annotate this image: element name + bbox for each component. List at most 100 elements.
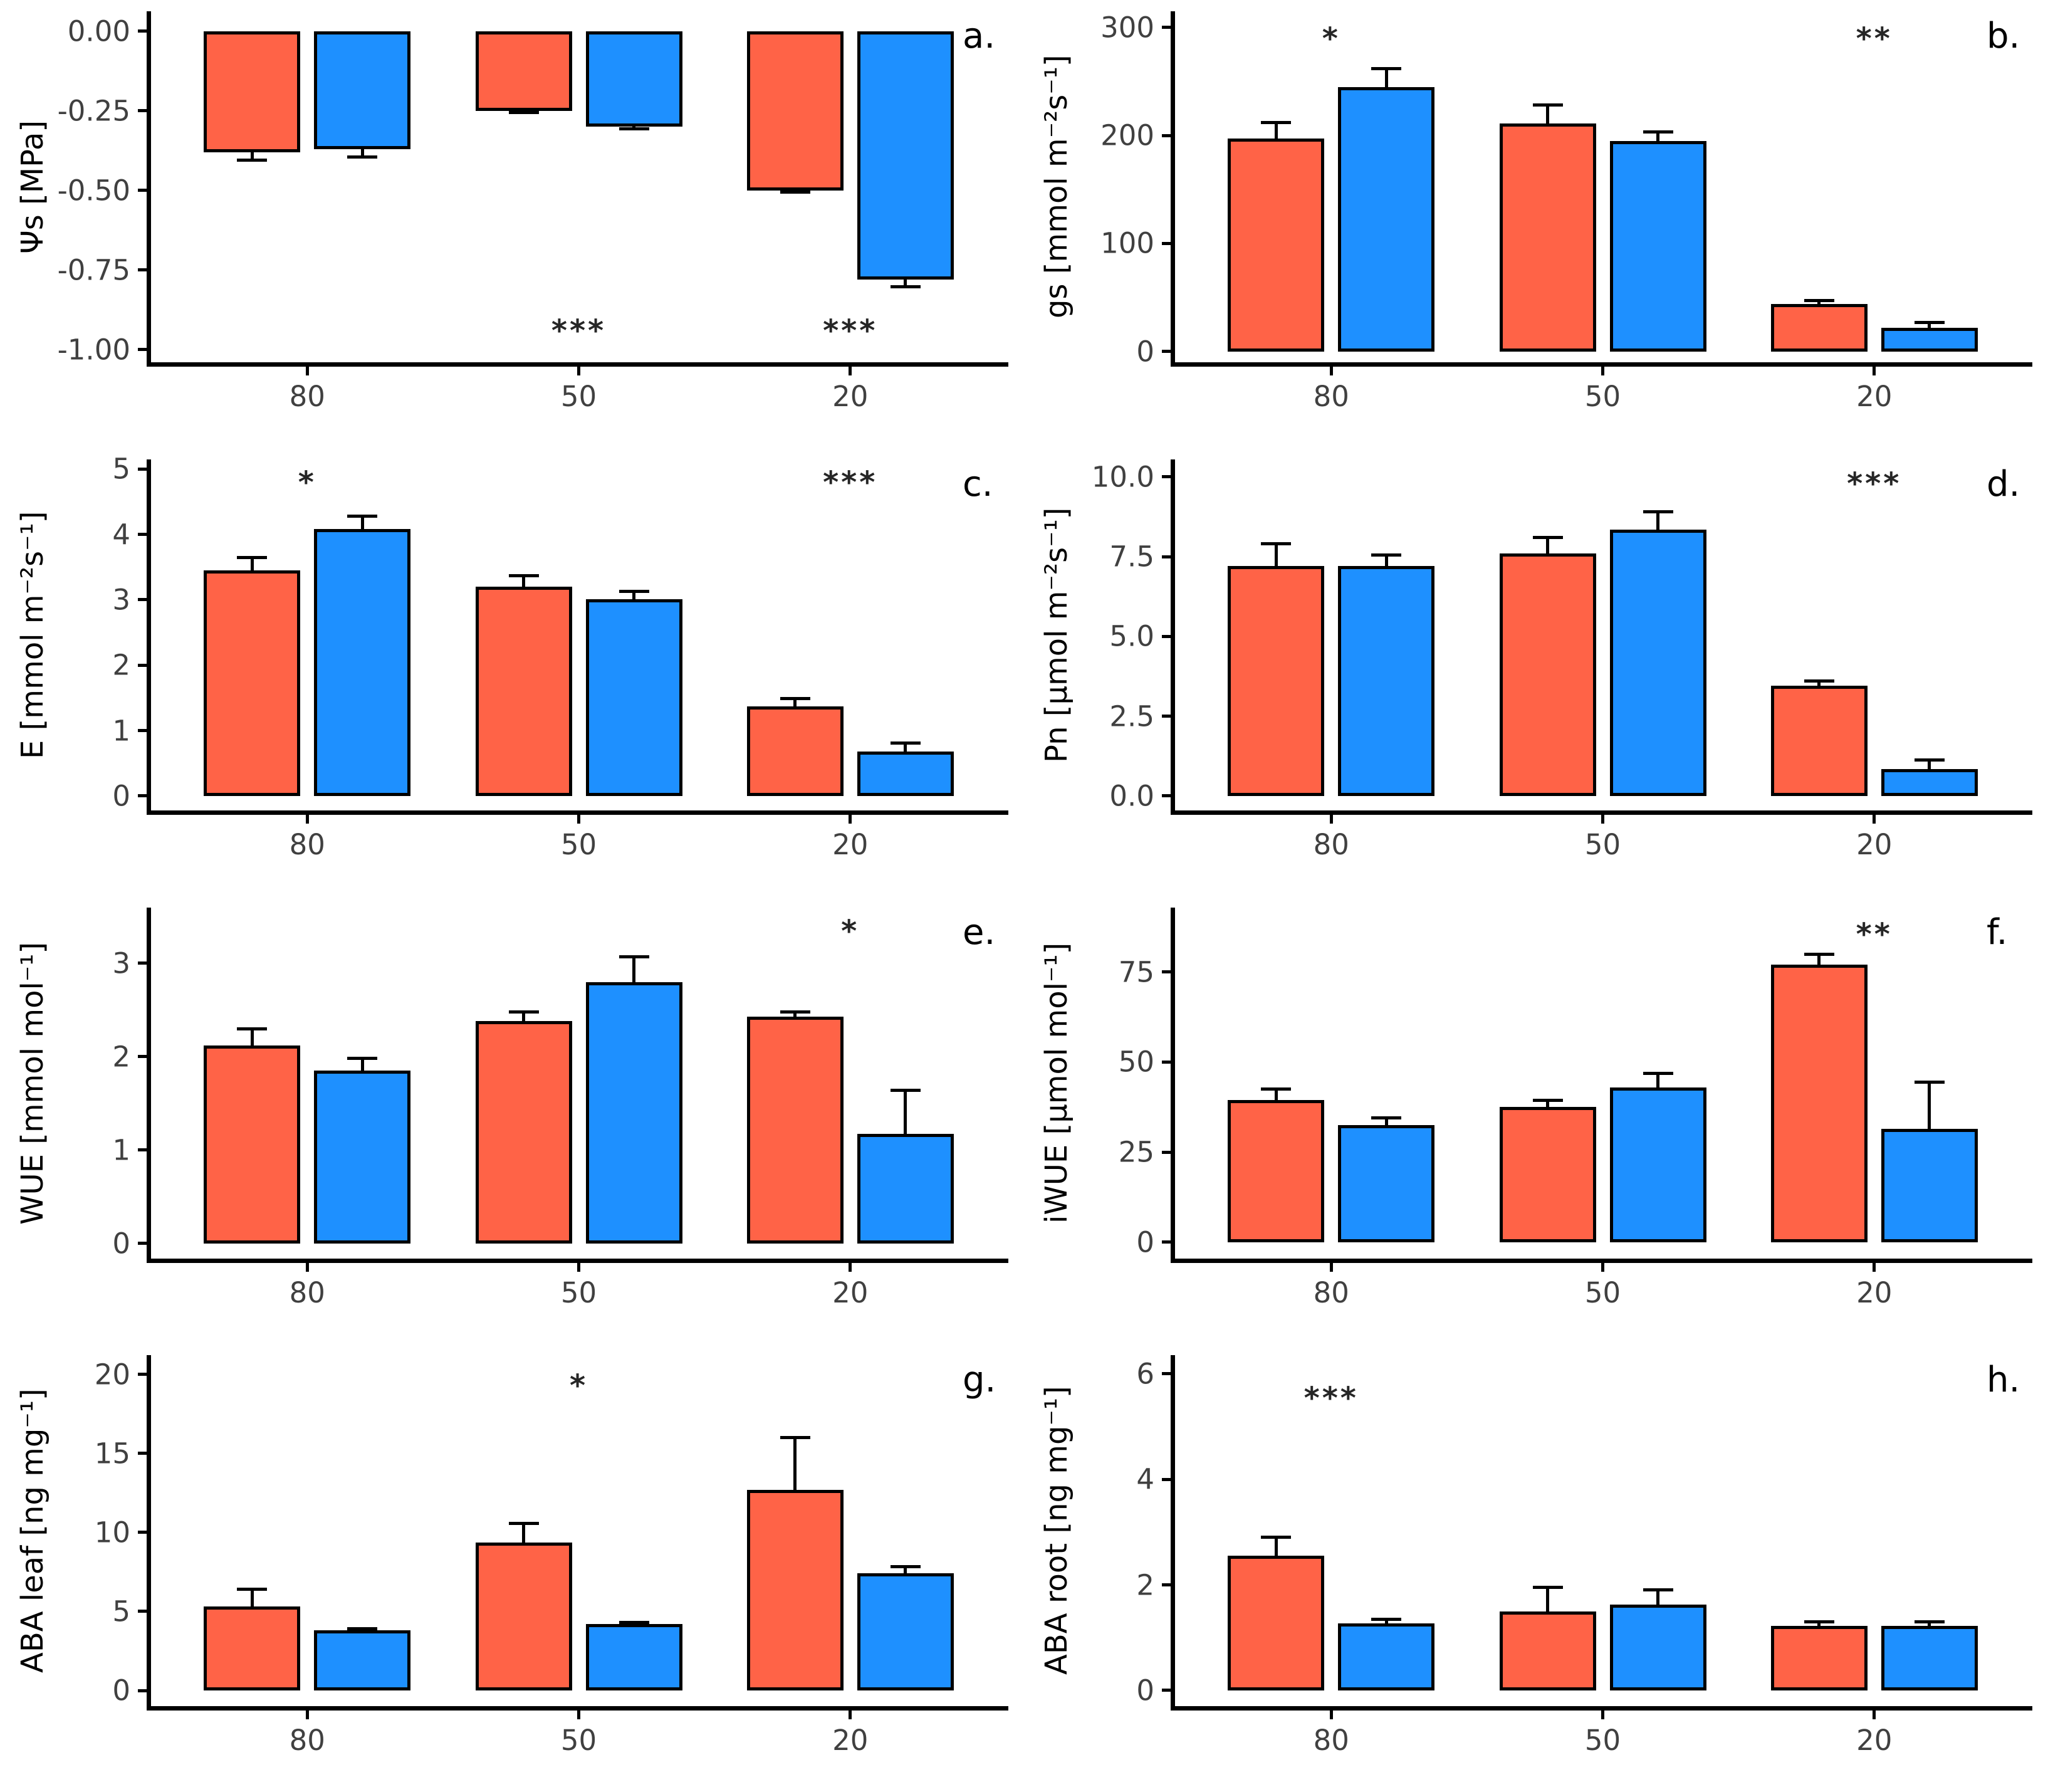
error-bar-cap-80-red xyxy=(237,159,268,162)
error-bar-cap-80-red xyxy=(237,1027,268,1030)
error-bar-cap-50-red xyxy=(1532,1099,1563,1103)
y-tick-label: 0.00 xyxy=(67,14,130,48)
y-axis-label-e: WUE [mmol mol⁻¹] xyxy=(15,941,50,1225)
y-tick xyxy=(138,961,147,965)
y-tick xyxy=(1162,26,1171,29)
bar-50-blue xyxy=(585,1624,682,1691)
error-bar-cap-50-red xyxy=(508,111,539,115)
x-tick xyxy=(577,367,580,375)
error-bar-cap-50-blue xyxy=(619,955,649,958)
error-bar-cap-20-red xyxy=(1804,952,1834,956)
bar-50-red xyxy=(1499,1611,1596,1690)
y-tick xyxy=(1162,634,1171,638)
y-tick xyxy=(138,1148,147,1152)
y-tick-label: 5 xyxy=(112,1595,130,1628)
bar-50-red xyxy=(1499,123,1596,352)
y-tick-label: -0.75 xyxy=(57,253,130,287)
x-tick xyxy=(1329,367,1333,375)
x-tick xyxy=(305,814,309,824)
y-tick-label: 25 xyxy=(1118,1135,1154,1169)
x-tick-label: 20 xyxy=(832,380,869,413)
error-bar-cap-50-red xyxy=(1532,103,1563,107)
bar-20-blue xyxy=(1881,1128,1978,1242)
panel-c: E [mmol m⁻²s⁻¹] 5 4 3 2 1 0 80 50 20 * *** c. xyxy=(0,448,1024,896)
panel-e: WUE [mmol mol⁻¹] 3 2 1 0 80 50 20 * e. xyxy=(0,896,1024,1344)
bar-80-blue xyxy=(314,529,411,796)
panel-letter-c: c. xyxy=(963,463,993,505)
y-tick xyxy=(1162,1060,1171,1064)
y-tick xyxy=(1162,475,1171,479)
y-tick-label: 50 xyxy=(1118,1045,1154,1079)
x-axis-line xyxy=(1171,1258,2032,1263)
error-bar-line-80-red xyxy=(250,152,254,160)
panel-letter-g: g. xyxy=(963,1360,996,1401)
y-tick xyxy=(138,1242,147,1245)
y-tick-label: 2 xyxy=(112,1040,130,1074)
error-bar-cap-80-blue xyxy=(1371,553,1402,557)
y-tick-label: 6 xyxy=(1136,1357,1154,1391)
error-bar-cap-50-blue xyxy=(1643,1072,1673,1076)
error-bar-cap-80-red xyxy=(1261,120,1292,124)
x-tick xyxy=(849,1711,852,1720)
bar-80-red xyxy=(204,31,301,152)
error-bar-line-50-red xyxy=(522,1012,525,1022)
significance-stars: ** xyxy=(1856,916,1893,952)
y-tick-label: 3 xyxy=(112,946,130,980)
error-bar-line-20-blue xyxy=(1928,1082,1931,1129)
x-tick xyxy=(1329,1711,1333,1720)
y-tick-label: 2 xyxy=(1136,1568,1154,1602)
error-bar-line-20-red xyxy=(1817,681,1821,686)
error-bar-line-80-blue xyxy=(1384,1118,1388,1125)
x-tick xyxy=(305,1711,309,1720)
error-bar-cap-50-blue xyxy=(1643,1588,1673,1591)
bar-50-blue xyxy=(1609,1087,1706,1242)
y-tick xyxy=(1162,134,1171,137)
error-bar-cap-80-blue xyxy=(1371,1617,1402,1621)
y-tick-label: 10 xyxy=(94,1516,130,1549)
y-tick xyxy=(138,533,147,537)
error-bar-line-50-red xyxy=(1546,1587,1549,1611)
y-tick-label: 2 xyxy=(112,648,130,682)
bar-80-blue xyxy=(314,1071,411,1244)
error-bar-cap-20-blue xyxy=(890,741,921,745)
y-tick-label: 7.5 xyxy=(1109,540,1154,574)
error-bar-line-50-blue xyxy=(1656,132,1659,141)
x-tick xyxy=(577,1262,580,1272)
y-axis-label-a: Ψs [MPa] xyxy=(15,120,50,254)
bar-50-red xyxy=(475,587,572,796)
error-bar-line-20-blue xyxy=(1928,322,1931,328)
x-tick-label: 50 xyxy=(1584,1724,1621,1758)
x-tick xyxy=(305,1262,309,1272)
error-bar-cap-20-blue xyxy=(1914,758,1945,762)
bar-80-red xyxy=(1228,1556,1325,1690)
significance-stars: *** xyxy=(551,313,607,348)
error-bar-line-50-blue xyxy=(1656,511,1659,530)
error-bar-line-50-red xyxy=(522,1523,525,1543)
plot-area-c: 5 4 3 2 1 0 80 50 20 * *** xyxy=(112,455,1008,859)
y-tick-label: 0 xyxy=(112,779,130,813)
x-tick-label: 50 xyxy=(560,380,597,413)
y-axis-line xyxy=(1171,1355,1175,1709)
x-tick-label: 20 xyxy=(832,1724,869,1758)
significance-stars: *** xyxy=(823,313,878,348)
bar-80-red xyxy=(1228,139,1325,352)
panel-letter-f: f. xyxy=(1987,911,2008,953)
bar-50-red xyxy=(475,1543,572,1690)
bar-20-blue xyxy=(857,1134,954,1244)
bar-50-blue xyxy=(1609,1604,1706,1690)
plot-area-f: 75 50 25 0 80 50 20 ** xyxy=(1119,907,2032,1307)
error-bar-cap-20-blue xyxy=(890,1564,921,1568)
error-bar-line-20-blue xyxy=(1928,1622,1931,1627)
y-tick-label: 200 xyxy=(1100,118,1154,152)
error-bar-line-20-blue xyxy=(904,1090,907,1134)
y-axis-line xyxy=(147,907,151,1260)
error-bar-line-80-blue xyxy=(360,516,364,530)
y-tick-label: 1 xyxy=(112,1133,130,1167)
bar-20-red xyxy=(746,1489,844,1691)
x-axis-line xyxy=(147,362,1008,367)
error-bar-cap-20-red xyxy=(1804,299,1834,303)
error-bar-cap-20-red xyxy=(780,191,810,194)
error-bar-cap-80-red xyxy=(237,1588,268,1591)
x-tick-label: 20 xyxy=(1856,380,1893,413)
error-bar-cap-50-blue xyxy=(619,1620,649,1624)
